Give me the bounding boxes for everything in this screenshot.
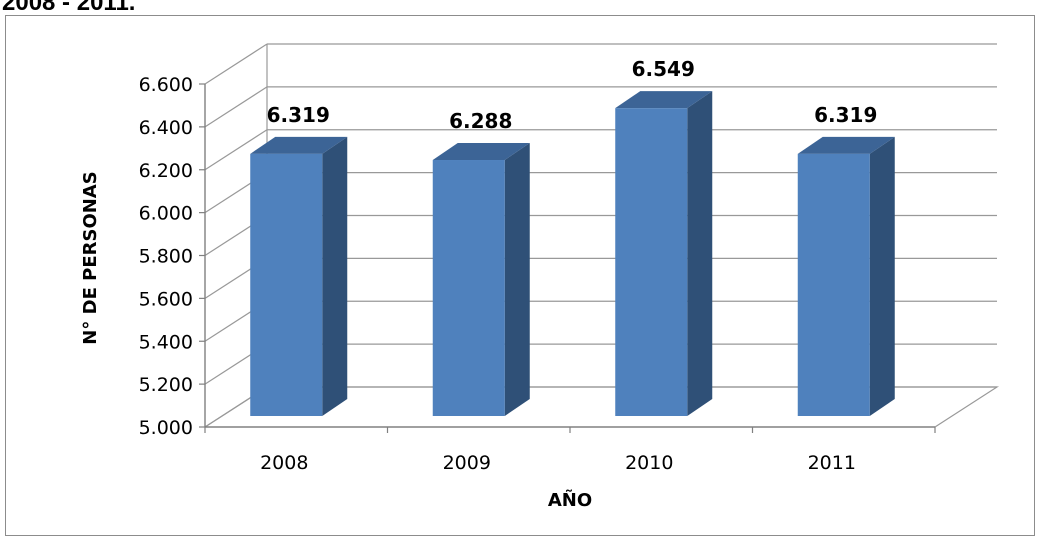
x-tick-labels: 2008 2009 2010 2011 — [260, 452, 856, 474]
y-tick-label: 5.000 — [139, 417, 193, 439]
gridline-side — [204, 129, 268, 171]
bar-side — [322, 136, 348, 416]
bar-2008 — [250, 136, 348, 416]
bar-side — [504, 143, 530, 416]
bar-front — [432, 160, 505, 416]
figure-caption: 2008 - 2011. — [2, 0, 136, 16]
bar-top — [797, 136, 895, 154]
x-tick-label: 2008 — [260, 452, 308, 474]
x-tick-label: 2011 — [808, 452, 856, 474]
x-tick-label: 2009 — [443, 452, 491, 474]
y-tick-labels: 5.000 5.200 5.400 5.600 5.800 6.000 6.200 6.400… — [139, 74, 193, 439]
data-labels: 6.319 6.288 6.549 6.319 — [267, 57, 878, 133]
y-tick-label: 6.200 — [139, 160, 193, 182]
bar-top — [250, 136, 348, 154]
axes — [199, 83, 936, 433]
y-tick-label: 6.400 — [139, 117, 193, 139]
y-tick-label: 6.000 — [139, 203, 193, 225]
y-tick-label: 6.600 — [139, 74, 193, 96]
bar-2010 — [615, 91, 713, 416]
bar-front — [250, 153, 323, 416]
bar-2011 — [797, 136, 895, 416]
data-label: 6.549 — [632, 57, 695, 81]
x-axis-label: AÑO — [548, 488, 592, 511]
bar-top — [615, 91, 713, 109]
bar-2009 — [432, 143, 530, 416]
data-label: 6.288 — [449, 109, 512, 133]
bar-side — [869, 136, 895, 416]
y-axis-label: N° DE PERSONAS — [80, 171, 101, 344]
data-label: 6.319 — [814, 103, 877, 127]
y-tick-label: 5.400 — [139, 331, 193, 353]
bars — [250, 91, 895, 416]
x-tick-label: 2010 — [625, 452, 673, 474]
gridline-side — [204, 86, 268, 128]
y-tick-label: 5.600 — [139, 288, 193, 310]
bar-top — [432, 143, 530, 161]
gridline-side — [204, 43, 268, 85]
bar-side — [687, 91, 713, 416]
data-label: 6.319 — [267, 103, 330, 127]
bar-front — [615, 108, 688, 416]
y-tick-label: 5.200 — [139, 374, 193, 396]
bar-front — [797, 153, 870, 416]
y-tick-label: 5.800 — [139, 246, 193, 268]
